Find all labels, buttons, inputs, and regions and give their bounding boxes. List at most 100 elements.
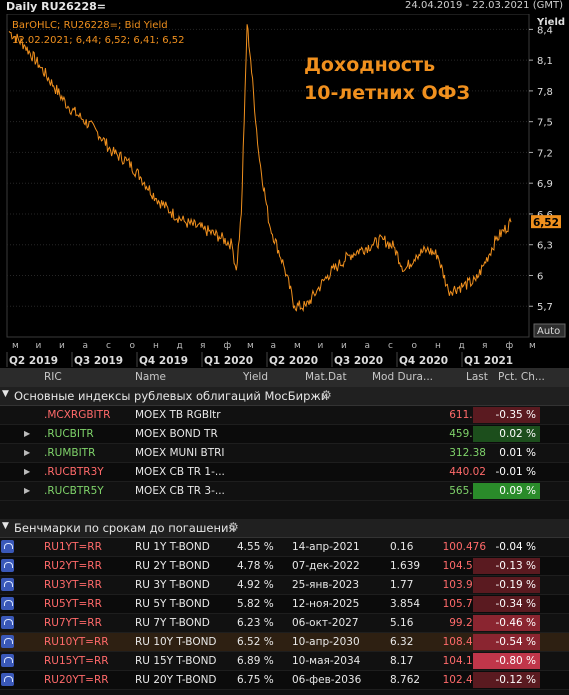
table-row[interactable]: RU1YT=RR RU 1Y T-BOND 4.55 % 14-апр-2021 0.1… xyxy=(0,538,569,557)
bond-icon xyxy=(1,559,14,572)
table-row[interactable]: .MCXRGBITR MOEX TB RGBItr 611.31 -0.35 % xyxy=(0,406,569,425)
quarter-tick-label: Q2 2019 xyxy=(9,355,58,367)
name-cell: RU 3Y T-BOND xyxy=(135,579,210,591)
ric-cell[interactable]: RU2YT=RR xyxy=(44,560,102,572)
col-ric[interactable]: RIC xyxy=(44,371,62,383)
pct-change-cell: -0.54 % xyxy=(473,634,540,650)
month-tick-label: м xyxy=(294,341,301,351)
ric-cell[interactable]: RU7YT=RR xyxy=(44,617,102,629)
bond-icon xyxy=(1,578,14,591)
name-cell: MOEX CB TR 1-... xyxy=(135,466,225,478)
pct-change-cell: -0.04 % xyxy=(495,541,536,553)
plot-area[interactable] xyxy=(6,14,530,338)
duration-cell: 3.854 xyxy=(390,598,421,610)
table-row[interactable]: RU3YT=RR RU 3Y T-BOND 4.92 % 25-янв-2023 1.7… xyxy=(0,576,569,595)
table-row[interactable]: ▶ .RUCBTR5Y MOEX CB TR 3-... 565.18 0.09 % xyxy=(0,482,569,501)
mat-date-cell: 06-окт-2027 xyxy=(292,617,359,629)
y-axis: 8,48,17,87,57,26,96,66,365,7 xyxy=(529,25,553,313)
quarter-tick-label: Q4 2019 xyxy=(139,355,188,367)
quarter-tick-label: Q1 2020 xyxy=(204,355,253,367)
gear-icon[interactable]: ⚙ xyxy=(321,388,332,402)
yield-cell: 6.52 % xyxy=(237,636,274,648)
ric-cell[interactable]: .RUCBTR3Y xyxy=(44,466,104,478)
annotation-line-1: Доходность xyxy=(304,54,435,76)
ric-cell[interactable]: RU1YT=RR xyxy=(44,541,102,553)
expand-icon[interactable]: ▶ xyxy=(24,486,31,495)
collapse-icon[interactable]: ▼ xyxy=(2,521,9,531)
legend-line-1: BarOHLC; RU26228=; Bid Yield xyxy=(12,20,168,31)
ric-cell[interactable]: .MCXRGBITR xyxy=(44,409,111,421)
ric-cell[interactable]: RU10YT=RR xyxy=(44,636,109,648)
col-yield[interactable]: Yield xyxy=(243,371,268,383)
auto-label: Auto xyxy=(537,326,560,337)
table-row[interactable]: ▶ .RUCBTR3Y MOEX CB TR 1-... 440.02 -0.01 % xyxy=(0,463,569,482)
pct-change-cell: -0.35 % xyxy=(473,407,540,423)
col-mod-duration[interactable]: Mod Dura... xyxy=(372,371,433,383)
month-tick-label: д xyxy=(459,341,465,351)
col-last[interactable]: Last xyxy=(466,371,488,383)
auto-scale-button[interactable]: Auto xyxy=(533,323,566,338)
duration-cell: 0.16 xyxy=(390,541,414,553)
month-tick-label: и xyxy=(59,341,65,351)
expand-icon[interactable]: ▶ xyxy=(24,467,31,476)
table-header: RIC Name Yield Mat.Dat Mod Dura... Last … xyxy=(0,368,569,388)
chart-header: Daily RU26228= 24.04.2019 - 22.03.2021 (… xyxy=(0,0,569,14)
table-row[interactable]: RU10YT=RR RU 10Y T-BOND 6.52 % 10-апр-2030 6… xyxy=(0,633,569,652)
last-cell: 100.476 xyxy=(442,541,486,553)
col-mat-date[interactable]: Mat.Dat xyxy=(305,371,347,383)
chart-title: Daily RU26228= xyxy=(6,0,106,13)
expand-icon[interactable]: ▶ xyxy=(24,429,31,438)
quarter-tick-label: Q1 2021 xyxy=(464,355,513,367)
quote-table[interactable]: RIC Name Yield Mat.Dat Mod Dura... Last … xyxy=(0,368,569,695)
section-bond-indices[interactable]: ▼ Основные индексы рублевых облигаций Мо… xyxy=(0,387,569,406)
expand-icon[interactable]: ▶ xyxy=(24,448,31,457)
chart-panel[interactable]: Daily RU26228= 24.04.2019 - 22.03.2021 (… xyxy=(0,0,569,367)
mat-date-cell: 12-ноя-2025 xyxy=(292,598,360,610)
ric-cell[interactable]: .RUMBITR xyxy=(44,447,96,459)
col-name[interactable]: Name xyxy=(135,371,166,383)
collapse-icon[interactable]: ▼ xyxy=(2,389,9,399)
name-cell: RU 10Y T-BOND xyxy=(135,636,217,648)
mat-date-cell: 06-фев-2036 xyxy=(292,674,362,686)
y-tick-label: 6,9 xyxy=(537,179,553,190)
name-cell: RU 15Y T-BOND xyxy=(135,655,217,667)
month-tick-label: м xyxy=(12,341,19,351)
y-tick-label: 5,7 xyxy=(537,302,553,313)
month-tick-label: м xyxy=(529,341,536,351)
ric-cell[interactable]: .RUCBTR5Y xyxy=(44,485,104,497)
month-tick-label: д xyxy=(177,341,183,351)
ric-cell[interactable]: RU15YT=RR xyxy=(44,655,109,667)
mat-date-cell: 10-мая-2034 xyxy=(292,655,361,667)
month-tick-label: и xyxy=(36,341,42,351)
annotation-line-2: 10-летних ОФЗ xyxy=(304,82,470,104)
table-row[interactable]: RU5YT=RR RU 5Y T-BOND 5.82 % 12-ноя-2025 3.8… xyxy=(0,595,569,614)
col-pct-change[interactable]: Pct. Ch... xyxy=(498,371,545,383)
ric-cell[interactable]: RU20YT=RR xyxy=(44,674,109,686)
duration-cell: 8.762 xyxy=(390,674,421,686)
yield-chart[interactable]: 8,48,17,87,57,26,96,66,365,7 мииасондяфм… xyxy=(0,14,569,367)
last-cell: 440.02 xyxy=(449,466,486,478)
month-tick-label: я xyxy=(482,341,487,351)
pct-change-cell: 0.09 % xyxy=(473,483,540,499)
table-row[interactable]: ▶ .RUCBITR MOEX BOND TR 459.12 0.02 % xyxy=(0,425,569,444)
ric-cell[interactable]: .RUCBITR xyxy=(44,428,94,440)
mat-date-cell: 07-дек-2022 xyxy=(292,560,360,572)
gear-icon[interactable]: ⚙ xyxy=(228,520,239,534)
yield-cell: 6.23 % xyxy=(237,617,274,629)
table-row[interactable]: RU7YT=RR RU 7Y T-BOND 6.23 % 06-окт-2027 5.1… xyxy=(0,614,569,633)
table-row[interactable]: RU2YT=RR RU 2Y T-BOND 4.78 % 07-дек-2022 1.6… xyxy=(0,557,569,576)
ric-cell[interactable]: RU5YT=RR xyxy=(44,598,102,610)
section-title: Бенчмарки по срокам до погашения xyxy=(14,521,236,535)
month-tick-label: а xyxy=(271,341,277,351)
table-row[interactable]: ▶ .RUMBITR MOEX MUNI BTRI 312.38 0.01 % xyxy=(0,444,569,463)
ric-cell[interactable]: RU3YT=RR xyxy=(44,579,102,591)
yield-cell: 6.89 % xyxy=(237,655,274,667)
month-tick-label: а xyxy=(83,341,89,351)
duration-cell: 1.77 xyxy=(390,579,414,591)
table-row[interactable]: RU20YT=RR RU 20Y T-BOND 6.75 % 06-фев-2036 8… xyxy=(0,671,569,690)
x-axis: м и и а с о н д я ф м а м и и а с о н д я ф м Q2 2019 Q3 2019 Q4 … xyxy=(6,341,536,367)
mat-date-cell: 14-апр-2021 xyxy=(292,541,360,553)
table-row[interactable]: RU15YT=RR RU 15Y T-BOND 6.89 % 10-мая-2034 8… xyxy=(0,652,569,671)
legend-line-2: 12.02.2021; 6,44; 6,52; 6,41; 6,52 xyxy=(12,35,185,46)
section-benchmarks[interactable]: ▼ Бенчмарки по срокам до погашения ⚙ xyxy=(0,519,569,538)
